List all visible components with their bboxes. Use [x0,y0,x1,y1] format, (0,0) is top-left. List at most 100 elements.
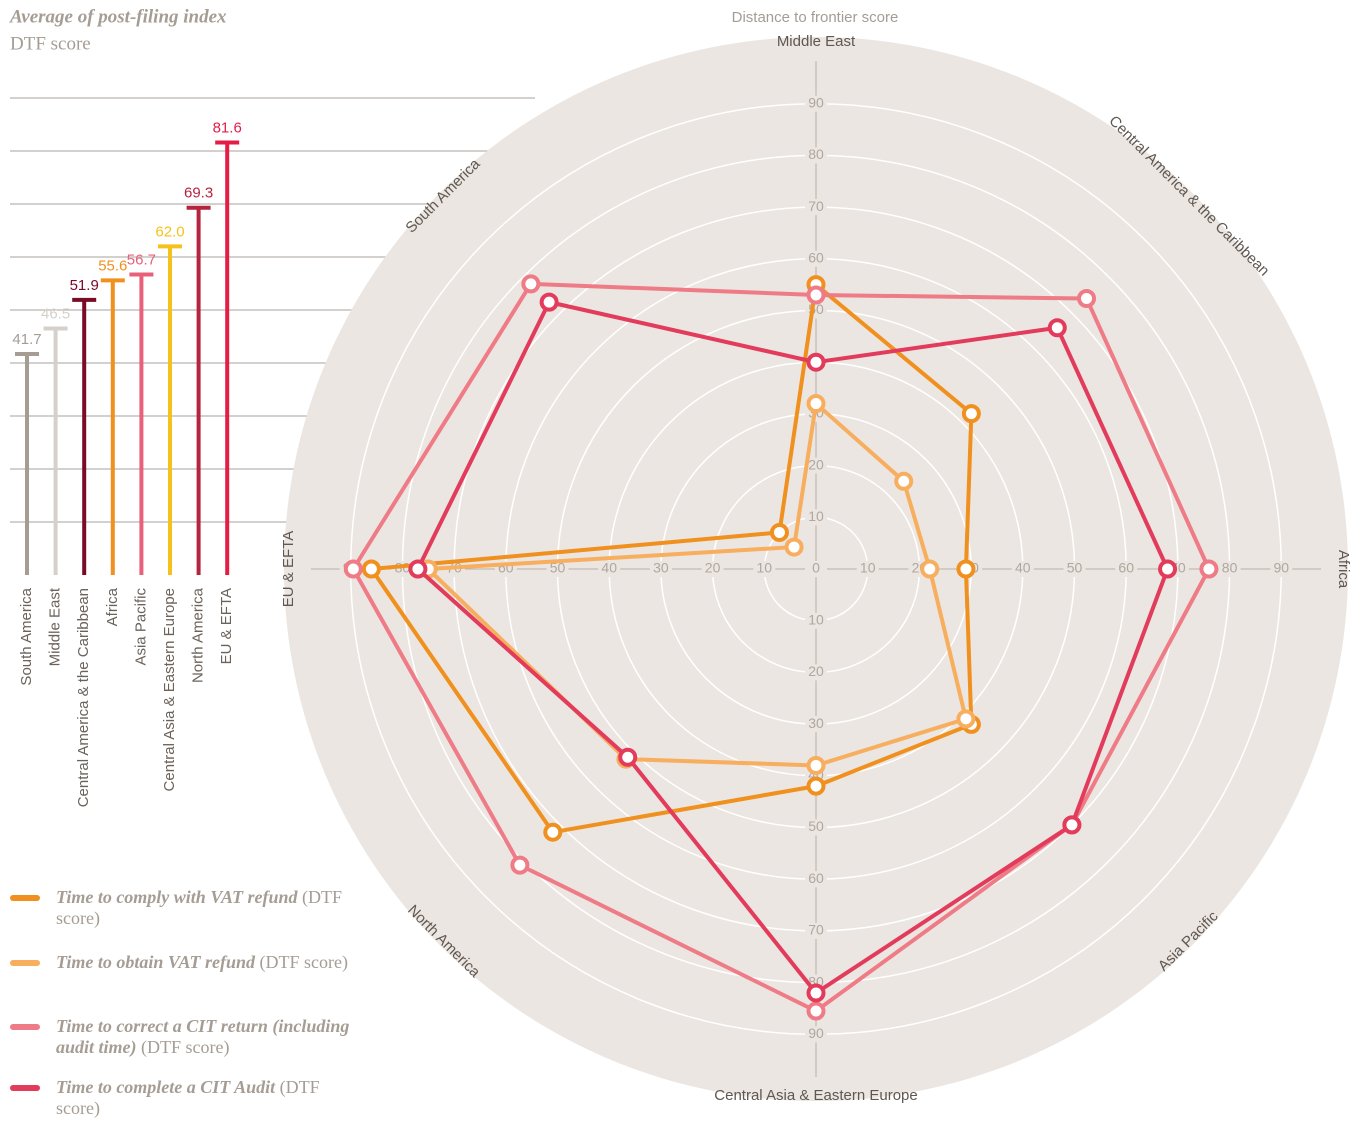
tick-label-bg [805,250,827,267]
r-tick-label: 90 [808,1025,824,1041]
bar-group: 69.3 North America [184,185,213,683]
value-label: 56.7 [127,251,156,268]
r-tick-label: 80 [1222,560,1238,576]
legend-text: Time to complete a CIT Audit (DTF score) [56,1077,350,1119]
value-label: 41.7 [12,331,41,348]
bar-group: 41.7 South America [12,331,41,686]
tick-label-bg [598,561,621,577]
tick-label-bg [1063,561,1086,577]
legend-note: (DTF score) [56,1077,320,1118]
series-point [1158,559,1178,579]
r-tick-label: 10 [757,560,773,576]
legend-note: (DTF score) [141,1037,230,1057]
r-tick-label: 20 [705,560,721,576]
x-tick-label: North America [190,587,207,683]
legend-swatch [10,1024,40,1030]
legend-label: Time to obtain VAT refund [56,952,256,972]
tick-label-bg [805,819,827,836]
series-point [769,522,789,542]
series-point [806,394,826,414]
r-tick-label: 50 [1067,560,1083,576]
bar-group: 46.5 Middle East [41,306,70,667]
value-label: 51.9 [70,277,99,294]
series-point [539,292,559,312]
series-point [806,1001,826,1021]
tick-label-bg [649,561,672,577]
bar-group: 51.9 Central America & the Caribbean [70,277,99,807]
x-tick-label: Middle East [47,587,64,666]
tick-label-bg [805,664,827,681]
category-label: Central Asia & Eastern Europe [714,1087,917,1104]
x-tick-label: Central Asia & Eastern Europe [161,588,178,791]
series-point [521,274,541,294]
tick-label-bg [805,716,827,733]
tick-label-bg [805,871,827,888]
series-point [784,537,804,557]
tick-label-bg [805,457,827,474]
series-point [956,559,976,579]
tick-label-bg [805,922,827,939]
x-tick-label: Africa [104,587,121,626]
series-point [618,747,638,767]
tick-label-bg [1270,561,1293,577]
tick-label-bg [805,95,827,112]
series-point [408,559,428,579]
series-point [806,352,826,372]
series-point [806,285,826,305]
series-point [361,559,381,579]
legend-text: Time to comply with VAT refund (DTF scor… [56,887,350,929]
series-point [806,776,826,796]
legend-text: Time to correct a CIT return (including … [56,1016,350,1058]
series-point [806,755,826,775]
chart-title: Average of post-filing index [9,6,227,27]
legend-swatch [10,895,40,901]
r-tick-label: 80 [808,146,824,162]
r-tick-label: 90 [808,94,824,110]
category-label: Middle East [777,33,856,50]
r-tick-label: 10 [808,508,824,524]
series-point [343,559,363,579]
bar-group: 55.6 Africa [98,257,127,626]
legend-note: (DTF score) [56,887,343,928]
tick-label-bg [805,1026,827,1043]
series-point [920,559,940,579]
r-tick-label: 10 [860,560,876,576]
category-label: Africa [1335,550,1352,589]
legend-label: Time to complete a CIT Audit [56,1077,276,1097]
series-point [1062,815,1082,835]
series-point [961,404,981,424]
tick-label-bg [1115,561,1138,577]
series-point [894,471,914,491]
r-tick-label: 50 [808,818,824,834]
legend-item: Time to comply with VAT refund (DTF scor… [10,887,350,929]
r-tick-label: 90 [1274,560,1290,576]
legend-swatch [10,1085,40,1091]
value-label: 55.6 [98,257,127,274]
r-tick-label: 40 [1015,560,1031,576]
tick-label-bg [805,199,827,216]
r-tick-label: 0 [812,560,820,576]
tick-label-bg [805,612,827,629]
legend-item: Time to complete a CIT Audit (DTF score) [10,1077,350,1119]
series-point [543,822,563,842]
r-tick-label: 20 [808,663,824,679]
tick-label-bg [856,561,879,577]
r-tick-label: 60 [808,870,824,886]
legend-label: Time to comply with VAT refund [56,887,298,907]
legend-note: (DTF score) [259,952,349,972]
radar-title: Distance to frontier score [732,9,899,26]
r-tick-label: 50 [550,560,566,576]
bar-group: 56.7 Asia Pacific [127,251,156,665]
series-point [1199,559,1219,579]
tick-label-bg [805,509,827,526]
r-tick-label: 30 [808,715,824,731]
legend-item: Time to obtain VAT refund (DTF score) [10,952,350,973]
legend-label: Time to correct a CIT return (including … [56,1016,350,1057]
x-tick-label: Central America & the Caribbean [75,588,92,807]
series-point [510,855,530,875]
tick-label-bg [805,147,827,164]
tick-label-bg [805,561,827,577]
r-tick-label: 70 [808,198,824,214]
